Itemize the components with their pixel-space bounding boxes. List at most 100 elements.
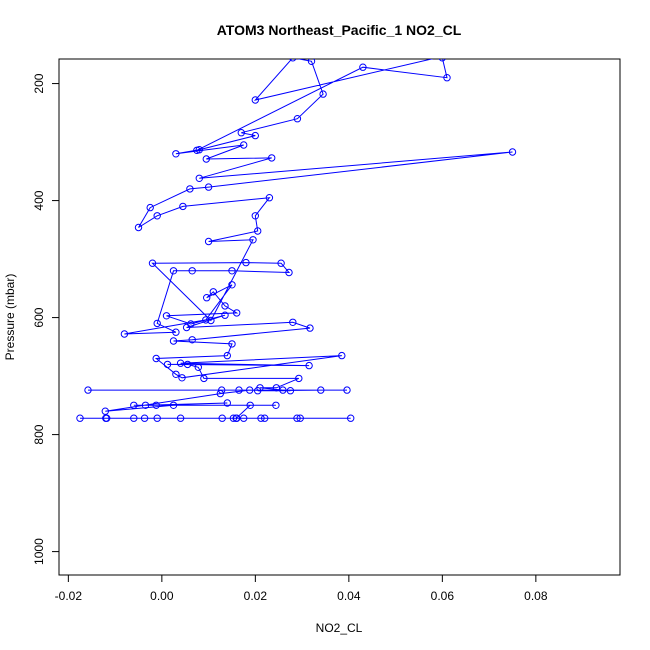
data-point xyxy=(179,202,187,211)
data-point xyxy=(103,414,111,422)
data-point xyxy=(277,259,285,267)
data-point xyxy=(508,148,517,156)
data-point xyxy=(251,96,260,104)
x-tick-label: 0.04 xyxy=(337,589,361,603)
data-point xyxy=(285,268,293,277)
data-point xyxy=(228,340,236,348)
data-point xyxy=(76,414,84,422)
y-tick-label: 200 xyxy=(32,73,46,93)
data-point xyxy=(232,414,240,422)
data-point xyxy=(195,174,204,183)
y-axis-label: Pressure (mbar) xyxy=(3,274,17,361)
data-point xyxy=(307,59,316,65)
series-layer xyxy=(76,51,517,422)
x-axis-label: NO2_CL xyxy=(316,621,363,635)
data-point xyxy=(343,386,351,394)
data-point xyxy=(146,203,154,212)
data-point xyxy=(202,316,210,324)
data-point xyxy=(240,141,248,149)
data-point xyxy=(200,374,208,383)
x-tick-label: 0.08 xyxy=(524,589,548,603)
data-point xyxy=(449,51,455,57)
y-tick-label: 800 xyxy=(32,424,46,444)
data-point xyxy=(141,401,150,409)
data-point xyxy=(293,115,302,123)
y-tick-label: 400 xyxy=(32,190,46,210)
data-point xyxy=(228,267,236,275)
data-point xyxy=(153,414,161,422)
data-point xyxy=(296,414,304,422)
data-point xyxy=(202,155,211,163)
data-point xyxy=(84,386,92,394)
data-point xyxy=(256,384,264,392)
data-point xyxy=(178,374,186,382)
data-point xyxy=(153,212,161,220)
data-point xyxy=(204,237,213,246)
data-point xyxy=(279,386,287,394)
data-point xyxy=(163,360,172,369)
data-point xyxy=(221,311,229,319)
data-point xyxy=(176,414,185,422)
x-axis: -0.02 0.00 0.02 0.04 0.06 0.08 xyxy=(55,574,548,603)
data-point xyxy=(251,131,260,140)
data-point xyxy=(172,150,180,158)
data-point xyxy=(229,414,238,422)
data-point xyxy=(130,414,138,422)
data-point xyxy=(176,359,185,367)
data-point xyxy=(216,389,225,398)
data-point xyxy=(188,267,196,275)
data-point xyxy=(169,401,178,409)
data-point xyxy=(187,320,195,328)
data-point xyxy=(228,281,236,289)
x-tick-label: 0.00 xyxy=(150,589,174,603)
data-point xyxy=(240,414,248,422)
data-point xyxy=(261,414,269,422)
data-point xyxy=(265,194,274,202)
data-point xyxy=(101,407,110,415)
x-tick-label: 0.02 xyxy=(244,589,268,603)
y-tick-label: 1000 xyxy=(32,538,46,565)
data-point xyxy=(223,399,232,407)
x-tick-label: -0.02 xyxy=(55,589,83,603)
plot-frame xyxy=(58,58,621,576)
data-point xyxy=(246,386,254,394)
data-point xyxy=(153,319,161,328)
data-point xyxy=(152,354,160,363)
data-point xyxy=(207,316,215,325)
data-point xyxy=(162,312,171,320)
data-point xyxy=(204,183,213,191)
data-point xyxy=(317,386,325,394)
data-point xyxy=(218,386,226,394)
data-point xyxy=(186,185,194,193)
data-point xyxy=(183,360,192,369)
data-point xyxy=(289,318,297,326)
data-point xyxy=(120,330,129,338)
data-point xyxy=(152,401,160,409)
data-point xyxy=(249,236,257,244)
plot-area xyxy=(76,51,517,422)
data-point xyxy=(257,414,265,422)
x-tick-label: 0.06 xyxy=(431,589,455,603)
data-point xyxy=(233,309,241,317)
data-point xyxy=(172,328,180,336)
data-point xyxy=(295,374,303,383)
data-point xyxy=(193,146,201,155)
data-point xyxy=(347,414,355,422)
data-point xyxy=(209,288,218,296)
data-point xyxy=(221,302,229,310)
data-point xyxy=(272,384,281,392)
data-point xyxy=(359,63,367,71)
data-point xyxy=(306,324,314,332)
data-point xyxy=(338,351,346,360)
data-point xyxy=(235,386,243,394)
data-point xyxy=(305,361,313,370)
data-point xyxy=(237,129,246,137)
data-point xyxy=(286,387,295,395)
data-point xyxy=(188,336,196,344)
data-point xyxy=(242,258,250,267)
data-point xyxy=(169,337,178,345)
data-point xyxy=(272,401,280,409)
data-point xyxy=(148,259,157,267)
data-point xyxy=(246,401,254,409)
